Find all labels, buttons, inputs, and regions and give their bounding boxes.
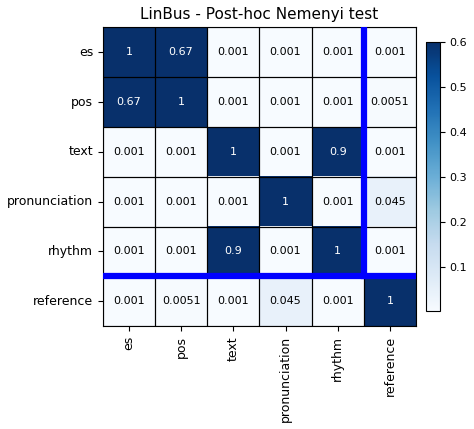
Bar: [311, 227, 364, 276]
Text: 0.001: 0.001: [113, 196, 145, 207]
Bar: [207, 227, 259, 276]
Bar: [103, 127, 155, 177]
Bar: [155, 77, 207, 127]
Bar: [155, 27, 207, 77]
Bar: [259, 177, 311, 227]
Text: 0.001: 0.001: [322, 196, 354, 207]
Text: 0.001: 0.001: [165, 247, 197, 257]
Bar: [103, 177, 155, 227]
Bar: [259, 227, 311, 276]
Bar: [364, 177, 416, 227]
Bar: [103, 77, 155, 127]
Text: 0.001: 0.001: [270, 147, 301, 157]
Bar: [259, 27, 311, 77]
Text: 1: 1: [386, 296, 393, 306]
Text: 1: 1: [230, 147, 237, 157]
Bar: [103, 27, 155, 77]
Bar: [311, 177, 364, 227]
Bar: [259, 77, 311, 127]
Text: 0.001: 0.001: [165, 196, 197, 207]
Text: 0.67: 0.67: [169, 47, 193, 57]
Text: 0.001: 0.001: [374, 247, 406, 257]
Text: 0.67: 0.67: [117, 97, 141, 107]
Text: 0.001: 0.001: [374, 47, 406, 57]
Bar: [207, 77, 259, 127]
Text: 0.045: 0.045: [374, 196, 406, 207]
Bar: [259, 276, 311, 326]
Bar: [155, 227, 207, 276]
Bar: [207, 27, 259, 77]
Bar: [364, 27, 416, 77]
Text: 1: 1: [282, 196, 289, 207]
Text: 0.001: 0.001: [218, 47, 249, 57]
Text: 0.001: 0.001: [374, 147, 406, 157]
Bar: [364, 127, 416, 177]
Bar: [103, 276, 155, 326]
Text: 0.001: 0.001: [322, 47, 354, 57]
Bar: [155, 127, 207, 177]
Text: 0.001: 0.001: [218, 296, 249, 306]
Bar: [155, 276, 207, 326]
Text: 0.001: 0.001: [113, 247, 145, 257]
Text: 1: 1: [178, 97, 184, 107]
Text: 0.045: 0.045: [270, 296, 301, 306]
Text: 0.001: 0.001: [270, 47, 301, 57]
Bar: [259, 127, 311, 177]
Text: 0.0051: 0.0051: [162, 296, 201, 306]
Bar: [207, 276, 259, 326]
Text: 0.001: 0.001: [218, 97, 249, 107]
Text: 0.001: 0.001: [270, 247, 301, 257]
Bar: [364, 227, 416, 276]
Bar: [364, 276, 416, 326]
Text: 0.001: 0.001: [165, 147, 197, 157]
Bar: [311, 77, 364, 127]
Bar: [155, 177, 207, 227]
Bar: [103, 227, 155, 276]
Text: 0.9: 0.9: [224, 247, 242, 257]
Text: 0.001: 0.001: [218, 196, 249, 207]
Text: 1: 1: [126, 47, 132, 57]
Bar: [311, 276, 364, 326]
Bar: [311, 127, 364, 177]
Text: 0.001: 0.001: [113, 296, 145, 306]
Bar: [207, 127, 259, 177]
Text: 0.001: 0.001: [322, 97, 354, 107]
Text: 0.0051: 0.0051: [371, 97, 409, 107]
Bar: [311, 27, 364, 77]
Title: LinBus - Post-hoc Nemenyi test: LinBus - Post-hoc Nemenyi test: [140, 7, 379, 22]
Text: 0.001: 0.001: [322, 296, 354, 306]
Text: 0.9: 0.9: [329, 147, 346, 157]
Text: 0.001: 0.001: [113, 147, 145, 157]
Text: 1: 1: [334, 247, 341, 257]
Bar: [364, 77, 416, 127]
Bar: [207, 177, 259, 227]
Text: 0.001: 0.001: [270, 97, 301, 107]
